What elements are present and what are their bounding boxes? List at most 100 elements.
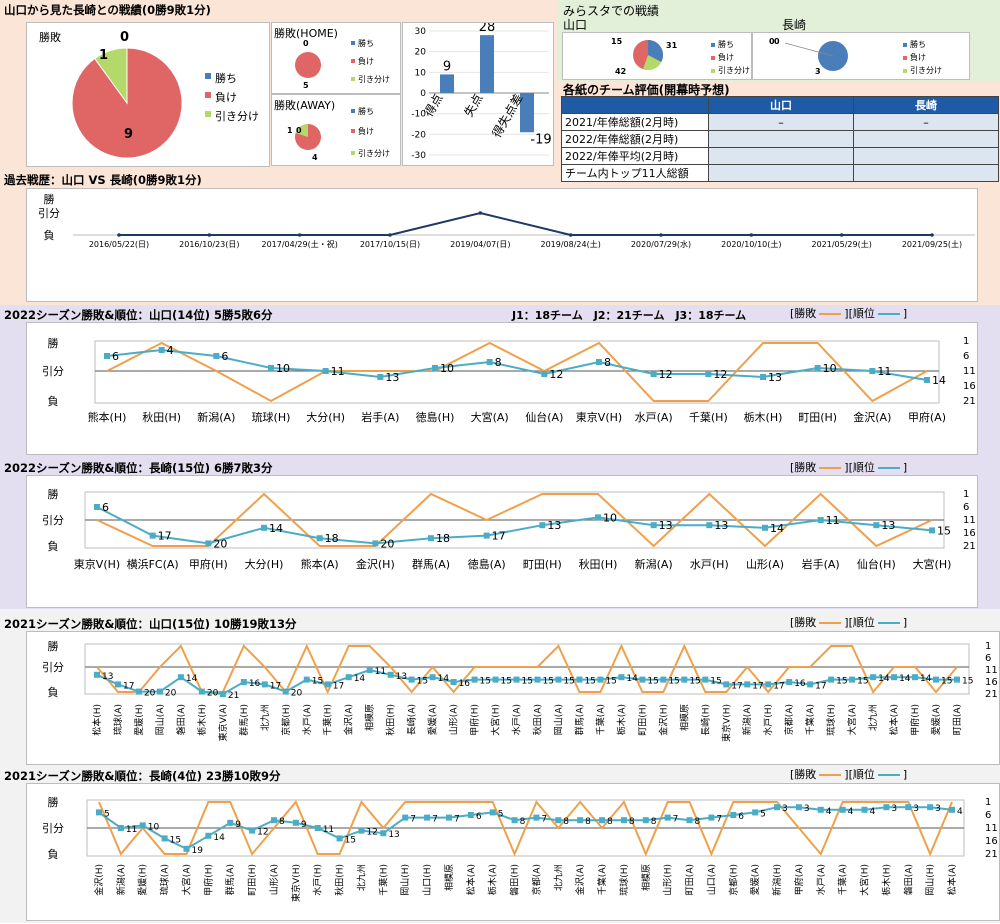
category-label: 金沢(H)	[657, 704, 669, 736]
legend-rank: 順位	[852, 616, 875, 629]
rank-label: 3	[913, 804, 919, 814]
rank-point	[927, 804, 934, 811]
rank-point	[744, 681, 751, 688]
category-label: 東京V(H)	[576, 410, 622, 424]
rank-label: 4	[870, 807, 876, 817]
rank-point	[380, 830, 387, 837]
pie-home-legend-draw: 引き分け	[358, 75, 390, 84]
rank-point	[96, 809, 102, 816]
result-axis-label: 負	[48, 848, 59, 861]
rank-label: 3	[804, 804, 810, 814]
rank-point	[723, 681, 730, 688]
history-date-label: 2020/07/29(水)	[631, 239, 691, 249]
rank-label: 6	[112, 350, 119, 363]
nagasaki-2022-title: 2022シーズン勝敗&順位：長崎(15位) 6勝7敗3分	[4, 461, 273, 475]
rank-line	[106, 348, 928, 381]
category-label: 新潟(A)	[635, 557, 673, 571]
history-point	[749, 233, 754, 237]
result-line	[96, 492, 933, 548]
result-axis-label: 勝	[48, 336, 59, 350]
rank-point	[595, 514, 601, 521]
rank-point	[541, 371, 548, 377]
result-axis-label: 勝	[48, 487, 59, 501]
pie-home-win-value: 0	[303, 39, 309, 48]
rank-label: 20	[165, 689, 177, 699]
rank-label: 11	[375, 667, 386, 677]
history-panel: 勝引分負 2016/05/22(日) 2016/10/23(日) 2017/04/29…	[26, 188, 978, 302]
rank-point	[358, 827, 365, 834]
rank-label: 15	[668, 677, 679, 687]
eval-row-label: 2022/年俸平均(2月時)	[561, 147, 709, 165]
history-point	[207, 233, 212, 237]
rank-point	[828, 676, 835, 683]
rank-label: 15	[689, 677, 700, 687]
goals-value-label: 28	[479, 23, 496, 35]
category-label: 水戸(H)	[762, 704, 774, 736]
series-legend: [勝敗][順位]	[790, 614, 940, 629]
category-label: 琉球(H)	[618, 864, 630, 896]
rank-tick: 6	[963, 351, 969, 362]
rank-point	[114, 681, 121, 688]
pie-main-panel: 勝敗 0 1 9 勝ち 負け 引き分け	[26, 22, 270, 167]
eval-cell	[708, 130, 854, 148]
legend-rank: 順位	[852, 768, 875, 781]
pie-away-legend-lose: 負け	[358, 127, 374, 136]
goals-panel: 30 20 10 0 -10 -20 -30 9 得点 28 失点 -19 得失点差	[402, 20, 554, 166]
rank-label: 13	[547, 519, 561, 532]
rank-point	[576, 676, 583, 683]
pie-home-legend-win: 勝ち	[358, 39, 374, 48]
eval-table: 山口 長崎 2021/年俸総額(2月時) – – 2022/年俸総額(2月時) …	[561, 96, 999, 182]
legend-rank-swatch	[877, 467, 900, 469]
category-label: 北九州	[868, 704, 879, 731]
legend-close: ]	[844, 461, 849, 474]
rank-label: 15	[170, 835, 181, 845]
rank-label: 15	[584, 677, 595, 687]
rank-label: 20	[291, 689, 303, 699]
rank-label: 10	[148, 822, 160, 832]
mira-left-panel: 15 31 42 勝ち 負け 引き分け	[562, 32, 752, 80]
rank-point	[786, 679, 793, 685]
rank-point	[314, 825, 321, 831]
rank-label: 8	[585, 817, 591, 827]
goals-tick: -30	[411, 151, 426, 161]
yamaguchi-2021-title: 2021シーズン勝敗&順位：山口(15位) 10勝19敗13分	[4, 617, 297, 631]
pie-main-draw-slice	[94, 47, 128, 105]
rank-point	[336, 835, 343, 842]
category-label: 磐田(H)	[509, 864, 521, 896]
rank-point	[708, 814, 715, 821]
pie-away-chart	[295, 109, 355, 155]
category-label: 大宮(H)	[490, 704, 502, 736]
rank-point	[555, 676, 562, 683]
rank-label: 8	[629, 817, 635, 827]
category-label: 愛媛(A)	[427, 704, 439, 735]
rank-tick: 11	[963, 366, 976, 377]
rank-point	[156, 688, 163, 695]
rank-label: 14	[186, 674, 198, 684]
category-label: 千葉(A)	[594, 704, 606, 735]
category-label: 愛媛(A)	[749, 864, 761, 895]
rank-point	[869, 368, 876, 374]
legend-result: 勝敗	[794, 461, 817, 474]
category-label: 長崎(H)	[699, 704, 711, 736]
legend-rank: 順位	[852, 307, 875, 320]
rank-point	[849, 676, 856, 683]
category-label: 千葉(H)	[689, 410, 728, 424]
rank-point	[322, 368, 329, 374]
mira-left-win-slice	[648, 39, 664, 62]
rank-tick: 1	[963, 489, 969, 500]
rank-label: 16	[794, 679, 806, 689]
rank-point	[227, 819, 234, 826]
rank-point	[432, 365, 438, 371]
pie-home-label: 勝敗(HOME)	[274, 27, 338, 40]
history-point	[388, 233, 392, 237]
rank-tick: 21	[963, 541, 976, 552]
rank-label: 18	[436, 532, 450, 545]
result-line	[106, 341, 928, 403]
rank-point	[933, 676, 940, 683]
category-label: 新潟(A)	[115, 864, 127, 895]
category-label: 琉球(A)	[159, 864, 171, 895]
rank-label: 6	[221, 350, 228, 363]
category-label: 琉球(H)	[825, 704, 837, 736]
category-label: 秋田(A)	[531, 704, 543, 735]
history-date-label: 2019/04/07(日)	[450, 240, 510, 249]
